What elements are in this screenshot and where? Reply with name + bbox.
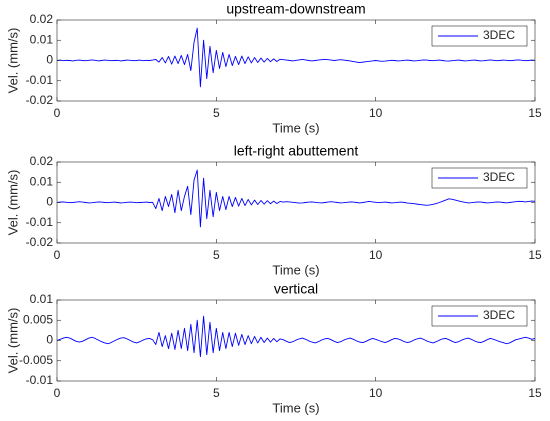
y-axis-label: Vel. (mm/s) — [5, 308, 20, 374]
plot-lines — [57, 315, 535, 358]
legend-box — [431, 25, 528, 47]
y-tick-label: -0.01 — [26, 215, 54, 229]
series-line — [57, 27, 535, 88]
x-axis-label: Time (s) — [272, 400, 319, 415]
plot-lines — [57, 169, 535, 228]
y-tick-label: -0.01 — [26, 373, 54, 387]
y-axis-label: Vel. (mm/s) — [5, 28, 20, 94]
series-line — [57, 315, 535, 358]
series-line — [57, 169, 535, 228]
subplot: 0 5 10 15 -0.02 -0.01 0 0.01 0.02 left-right abut… — [5, 143, 542, 278]
x-axis-label: Time (s) — [272, 120, 319, 135]
y-tick-label: 0.01 — [30, 32, 54, 46]
y-tick-label: 0.005 — [23, 312, 53, 326]
x-tick-label: 10 — [369, 106, 383, 120]
y-tick-label: -0.02 — [26, 93, 54, 107]
legend-label: 3DEC — [483, 170, 515, 184]
y-tick-label: 0.01 — [30, 292, 54, 306]
y-tick-label: 0 — [46, 53, 53, 67]
subplot: 0 5 10 15 -0.02 -0.01 0 0.01 0.02 upstream-downst… — [5, 1, 542, 136]
subplot: 0 5 10 15 -0.01 -0.005 0 0.005 0.01 vertical Time … — [5, 281, 542, 416]
y-tick-label: 0.02 — [30, 12, 54, 26]
plot-lines — [57, 27, 535, 88]
y-tick-label: -0.005 — [19, 353, 53, 367]
y-axis-label: Vel. (mm/s) — [5, 170, 20, 236]
x-tick-label: 10 — [369, 386, 383, 400]
legend: 3DEC — [431, 305, 528, 327]
x-axis-label: Time (s) — [272, 262, 319, 277]
legend-box — [431, 167, 528, 189]
y-tick-label: -0.02 — [26, 235, 54, 249]
x-tick-label: 0 — [54, 106, 61, 120]
x-tick-label: 0 — [54, 386, 61, 400]
chart-title: upstream-downstream — [226, 1, 365, 17]
x-tick-label: 10 — [369, 248, 383, 262]
legend-label: 3DEC — [483, 28, 515, 42]
x-tick-label: 5 — [213, 106, 220, 120]
chart-title: vertical — [274, 281, 318, 297]
x-tick-label: 15 — [528, 386, 542, 400]
legend: 3DEC — [431, 167, 528, 189]
x-tick-label: 5 — [213, 248, 220, 262]
legend: 3DEC — [431, 25, 528, 47]
x-tick-label: 15 — [528, 106, 542, 120]
x-tick-label: 15 — [528, 248, 542, 262]
legend-box — [431, 305, 528, 327]
y-tick-label: 0 — [46, 333, 53, 347]
y-tick-label: 0.01 — [30, 174, 54, 188]
y-tick-label: 0.02 — [30, 154, 54, 168]
x-tick-label: 5 — [213, 386, 220, 400]
legend-label: 3DEC — [483, 308, 515, 322]
y-tick-label: -0.01 — [26, 73, 54, 87]
y-tick-label: 0 — [46, 195, 53, 209]
chart-title: left-right abuttement — [234, 143, 359, 159]
x-tick-label: 0 — [54, 248, 61, 262]
